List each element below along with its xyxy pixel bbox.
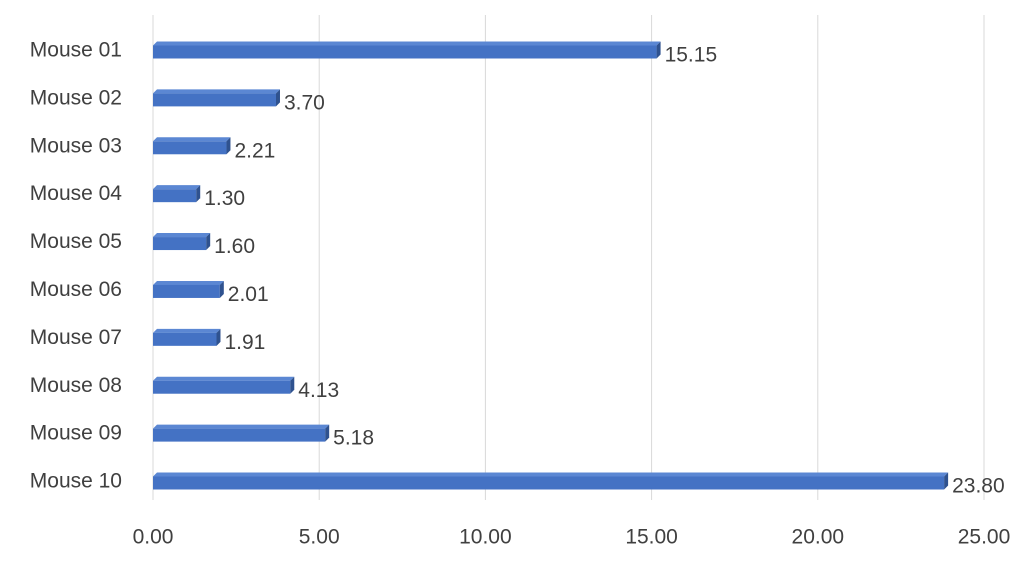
- y-tick-label: Mouse 04: [30, 182, 123, 205]
- value-label: 23.80: [952, 475, 1005, 498]
- bar-side: [206, 233, 211, 251]
- bar: [153, 380, 291, 394]
- value-label: 1.30: [204, 187, 245, 210]
- bar: [153, 332, 217, 346]
- bar-top: [153, 89, 280, 94]
- value-label: 1.60: [214, 235, 255, 258]
- bar: [153, 141, 227, 155]
- bar-top: [153, 328, 221, 333]
- bar: [153, 45, 657, 59]
- bar-side: [656, 41, 661, 59]
- value-label: 2.01: [228, 283, 269, 306]
- x-tick-label: 0.00: [133, 526, 174, 549]
- bar-side: [325, 424, 330, 442]
- bar: [153, 476, 945, 490]
- value-label: 5.18: [333, 427, 374, 450]
- bar: [153, 189, 197, 203]
- x-tick-label: 25.00: [958, 526, 1011, 549]
- bar-top: [153, 185, 201, 190]
- bar-top: [153, 472, 949, 477]
- x-tick-label: 15.00: [625, 526, 678, 549]
- bar: [153, 237, 207, 251]
- x-tick-label: 10.00: [459, 526, 512, 549]
- value-label: 1.91: [224, 331, 265, 354]
- bar-side: [219, 280, 224, 298]
- y-tick-label: Mouse 05: [30, 230, 122, 253]
- bar: [153, 93, 276, 107]
- value-label: 2.21: [234, 139, 275, 162]
- bar-top: [153, 424, 330, 429]
- value-label: 4.13: [298, 379, 339, 402]
- y-tick-label: Mouse 01: [30, 39, 122, 62]
- y-tick-label: Mouse 07: [30, 326, 122, 349]
- bar-top: [153, 41, 661, 46]
- bar-top: [153, 280, 224, 285]
- y-tick-label: Mouse 03: [30, 134, 122, 157]
- y-tick-label: Mouse 02: [30, 86, 122, 109]
- bar-top: [153, 137, 231, 142]
- bar-side: [275, 89, 280, 107]
- bar-top: [153, 376, 295, 381]
- value-label: 3.70: [284, 91, 325, 114]
- y-tick-label: Mouse 10: [30, 470, 122, 493]
- bar-side: [216, 328, 221, 346]
- bar-top: [153, 233, 211, 238]
- y-tick-label: Mouse 09: [30, 422, 122, 445]
- bar: [153, 428, 326, 442]
- bar-side: [290, 376, 295, 394]
- x-tick-label: 5.00: [299, 526, 340, 549]
- x-tick-label: 20.00: [792, 526, 845, 549]
- value-label: 15.15: [665, 44, 718, 67]
- y-tick-label: Mouse 08: [30, 374, 122, 397]
- y-tick-label: Mouse 06: [30, 278, 122, 301]
- bar-side: [944, 472, 949, 490]
- bar-side: [226, 137, 231, 155]
- bar: [153, 284, 220, 298]
- bar-side: [196, 185, 201, 203]
